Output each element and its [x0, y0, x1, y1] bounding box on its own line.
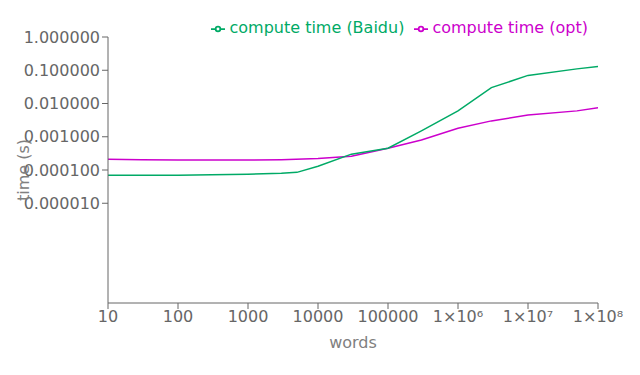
svg-text:0.000100: 0.000100: [24, 161, 100, 180]
svg-text:10: 10: [98, 307, 118, 326]
svg-text:1000: 1000: [228, 307, 269, 326]
svg-text:100: 100: [163, 307, 194, 326]
html-text:compute time (Baidu): compute time (Baidu): [229, 18, 405, 37]
svg-text:time (s): time (s): [14, 139, 33, 201]
html-text:compute time (opt): compute time (opt): [432, 18, 588, 37]
svg-text:1×10⁸: 1×10⁸: [573, 307, 623, 326]
svg-text:10000: 10000: [293, 307, 344, 326]
svg-text:1×10⁶: 1×10⁶: [433, 307, 483, 326]
svg-text:0.000010: 0.000010: [24, 194, 100, 213]
svg-text:100000: 100000: [357, 307, 418, 326]
svg-text:0.100000: 0.100000: [24, 61, 100, 80]
svg-text:words: words: [329, 333, 377, 352]
svg-text:1.000000: 1.000000: [24, 28, 100, 47]
svg-text:1×10⁷: 1×10⁷: [503, 307, 553, 326]
svg-text:0.010000: 0.010000: [24, 94, 100, 113]
svg-text:0.001000: 0.001000: [24, 127, 100, 146]
